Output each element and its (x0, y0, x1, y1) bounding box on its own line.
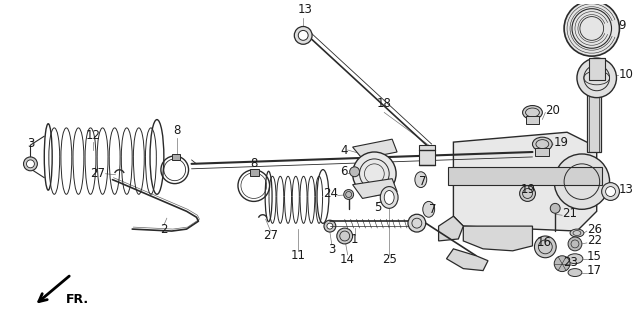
Circle shape (602, 183, 620, 200)
Circle shape (344, 189, 354, 199)
Text: 15: 15 (587, 250, 602, 263)
Circle shape (324, 220, 336, 232)
Polygon shape (453, 132, 596, 231)
Text: 1: 1 (351, 233, 358, 246)
Circle shape (568, 237, 582, 251)
Polygon shape (447, 249, 488, 271)
Circle shape (337, 228, 353, 244)
Text: 4: 4 (340, 144, 348, 156)
Circle shape (534, 236, 556, 258)
Text: 6: 6 (340, 165, 348, 178)
Text: 9: 9 (618, 19, 626, 32)
Circle shape (327, 223, 333, 229)
Bar (172, 154, 180, 160)
Text: 7: 7 (429, 203, 436, 216)
Text: 17: 17 (587, 264, 602, 277)
Circle shape (577, 58, 616, 98)
Circle shape (349, 167, 360, 177)
Text: 2: 2 (160, 223, 168, 236)
Polygon shape (463, 226, 532, 251)
Bar (589, 58, 605, 80)
Circle shape (24, 157, 37, 171)
Text: 14: 14 (340, 253, 355, 266)
Text: 19: 19 (520, 183, 536, 196)
Text: 7: 7 (419, 175, 426, 188)
Ellipse shape (523, 106, 542, 119)
Text: 26: 26 (587, 223, 602, 236)
Text: 27: 27 (263, 229, 278, 242)
Circle shape (298, 30, 308, 40)
Bar (449, 167, 602, 185)
Text: 11: 11 (291, 249, 306, 262)
Text: 13: 13 (618, 183, 634, 196)
Text: 24: 24 (323, 187, 338, 200)
Bar (536, 148, 549, 156)
Circle shape (550, 204, 560, 213)
Ellipse shape (570, 229, 584, 237)
Polygon shape (438, 216, 463, 241)
Circle shape (605, 187, 616, 196)
Text: 13: 13 (298, 3, 312, 16)
Text: 19: 19 (553, 136, 568, 148)
Circle shape (554, 256, 570, 272)
Bar (525, 116, 540, 124)
Ellipse shape (384, 190, 394, 204)
Text: 3: 3 (328, 243, 335, 256)
Text: 5: 5 (374, 201, 381, 214)
Ellipse shape (423, 201, 435, 217)
Ellipse shape (532, 137, 552, 151)
Text: FR.: FR. (66, 293, 89, 306)
Circle shape (408, 214, 426, 232)
Text: 8: 8 (250, 157, 257, 170)
Text: 23: 23 (563, 256, 578, 269)
Circle shape (294, 27, 312, 44)
Text: 12: 12 (85, 129, 100, 142)
Ellipse shape (567, 254, 583, 264)
Text: 18: 18 (377, 98, 392, 110)
Text: 21: 21 (562, 207, 577, 220)
Text: 8: 8 (173, 124, 180, 137)
Circle shape (564, 1, 620, 56)
Circle shape (353, 152, 396, 196)
Text: 25: 25 (381, 253, 397, 266)
Circle shape (554, 154, 609, 209)
Text: 20: 20 (545, 104, 560, 117)
Bar (419, 145, 435, 165)
Polygon shape (353, 139, 397, 159)
Text: 22: 22 (587, 235, 602, 247)
Bar (250, 169, 259, 176)
Polygon shape (353, 179, 397, 198)
Circle shape (520, 186, 536, 201)
Ellipse shape (415, 172, 427, 188)
Ellipse shape (380, 187, 398, 208)
Text: 16: 16 (536, 236, 551, 249)
Ellipse shape (568, 268, 582, 276)
Text: 3: 3 (27, 137, 34, 150)
Text: 27: 27 (90, 167, 106, 180)
Circle shape (26, 160, 35, 168)
Text: 10: 10 (618, 68, 634, 81)
Bar (587, 88, 601, 152)
